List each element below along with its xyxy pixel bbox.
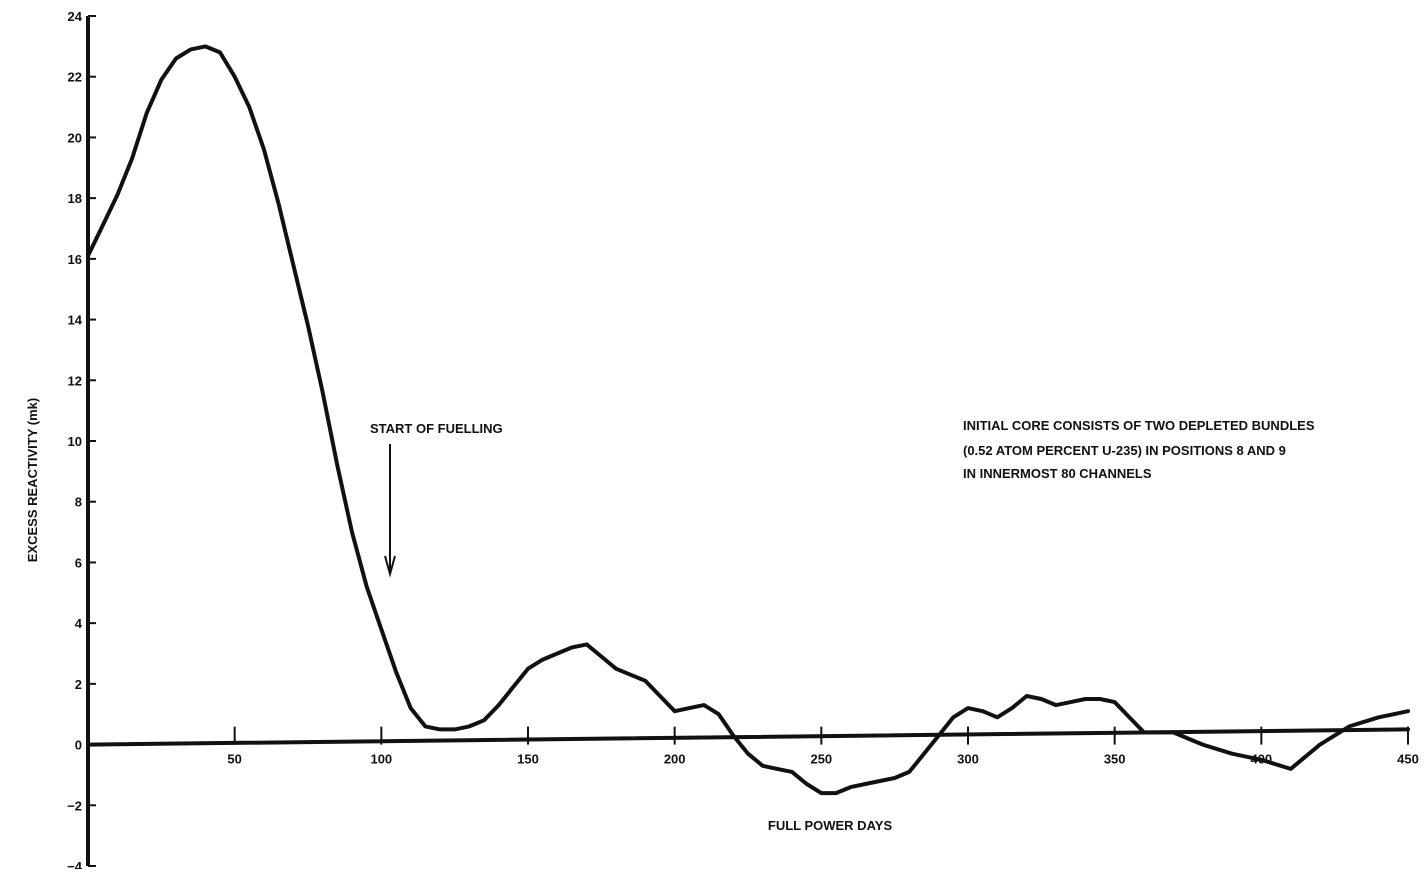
annotation-layer: START OF FUELLING INITIAL CORE CONSISTS …	[370, 418, 1315, 578]
series-layer	[86, 44, 1410, 796]
y-tick-label: 18	[68, 191, 82, 206]
y-tick-label: 6	[75, 555, 82, 570]
core-note-line-2: (0.52 ATOM PERCENT U-235) IN POSITIONS 8…	[963, 443, 1286, 458]
y-tick-label: 14	[68, 313, 83, 328]
y-tick-label: −2	[67, 798, 82, 813]
x-tick-label: 350	[1104, 752, 1126, 767]
core-note-line-1: INITIAL CORE CONSISTS OF TWO DEPLETED BU…	[963, 418, 1315, 433]
y-tick-label: 12	[68, 373, 82, 388]
y-tick-label: −4	[67, 859, 83, 869]
x-tick-label: 100	[370, 752, 392, 767]
y-tick-label: 24	[68, 9, 83, 24]
y-tick-label: 2	[75, 677, 82, 692]
start-of-fuelling-arrow-head	[384, 555, 396, 578]
y-axis-title: EXCESS REACTIVITY (mk)	[25, 398, 40, 562]
x-axis-title: FULL POWER DAYS	[768, 818, 893, 833]
y-tick-label: 10	[68, 434, 82, 449]
core-note-line-3: IN INNERMOST 80 CHANNELS	[963, 466, 1152, 481]
y-tick-label: 16	[68, 252, 82, 267]
y-tick-label: 0	[75, 738, 82, 753]
x-tick-label: 300	[957, 752, 979, 767]
x-tick-label: 200	[664, 752, 686, 767]
y-tick-label: 20	[68, 130, 82, 145]
x-tick-label: 50	[227, 752, 241, 767]
start-of-fuelling-label: START OF FUELLING	[370, 421, 503, 436]
x-tick-label: 450	[1397, 752, 1419, 767]
x-tick-label: 250	[810, 752, 832, 767]
y-tick-label: 8	[75, 495, 82, 510]
y-tick-label: 4	[75, 616, 83, 631]
y-tick-label: 22	[68, 70, 82, 85]
excess-reactivity-curve	[86, 44, 1410, 796]
x-tick-label: 150	[517, 752, 539, 767]
zero-baseline-line	[86, 727, 1410, 747]
